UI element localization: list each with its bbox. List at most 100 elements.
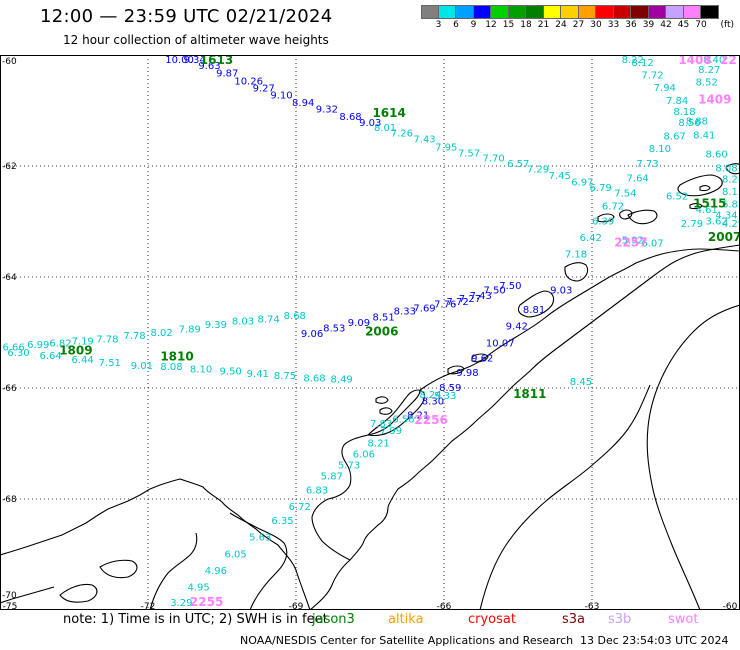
wave-height-value: 8.10 bbox=[190, 364, 212, 375]
wave-height-value: 6.52 bbox=[666, 191, 688, 202]
wave-height-value: 7.94 bbox=[654, 83, 676, 94]
altimeter-map[interactable]: -75 -72 -69 -66 -63 -60 -60 -62 -64 -66 -68 -70 10.… bbox=[0, 55, 740, 610]
wave-height-value: 9.10 bbox=[270, 90, 292, 101]
color-scale-swatch bbox=[683, 5, 701, 19]
longitude-label: -66 bbox=[437, 602, 452, 610]
color-scale-swatch bbox=[543, 5, 561, 19]
wave-height-value: 5.63 bbox=[249, 533, 271, 544]
wave-height-value: 6.07 bbox=[641, 238, 663, 249]
wave-height-value: 6.97 bbox=[571, 177, 593, 188]
color-scale-label: 21 bbox=[537, 20, 550, 30]
wave-height-value: 8.51 bbox=[372, 312, 394, 323]
wave-height-value: 6.56 bbox=[392, 414, 414, 425]
peninsula-coastline bbox=[0, 478, 311, 610]
small-island-1 bbox=[379, 407, 393, 415]
wave-height-value: 8.60 bbox=[705, 150, 727, 161]
wave-height-value: 6.66 bbox=[2, 342, 24, 353]
wave-height-value: 8.08 bbox=[715, 164, 737, 175]
pass-time-label: 2256 bbox=[414, 413, 447, 427]
color-scale-swatch bbox=[666, 5, 684, 19]
color-scale-swatch bbox=[631, 5, 649, 19]
wave-height-value: 6.30 bbox=[7, 348, 29, 359]
wave-height-value: 9.09 bbox=[348, 318, 370, 329]
color-scale-label: 3 bbox=[435, 20, 442, 30]
wave-height-value: 8.67 bbox=[664, 131, 686, 142]
brabant-island bbox=[564, 262, 589, 282]
color-scale-swatch bbox=[561, 5, 579, 19]
wave-height-value: 5.33 bbox=[434, 391, 456, 402]
coastline bbox=[0, 163, 740, 610]
wave-height-value: 8.68 bbox=[303, 373, 325, 384]
color-scale-label: 45 bbox=[677, 20, 690, 30]
small-island-2 bbox=[375, 396, 389, 404]
wave-height-value: 6.64 bbox=[39, 351, 61, 362]
pass-time-label: 1614 bbox=[372, 106, 405, 120]
wave-height-value: 5.87 bbox=[321, 472, 343, 483]
wave-height-value: 8.52 bbox=[696, 78, 718, 89]
wave-height-value: 8.59 bbox=[439, 383, 461, 394]
latitude-label: -60 bbox=[2, 57, 17, 67]
wave-height-value: 8.41 bbox=[693, 130, 715, 141]
color-scale-swatch bbox=[491, 5, 509, 19]
wave-height-value: 9.03 bbox=[550, 286, 572, 297]
color-scale-label: 6 bbox=[453, 20, 459, 30]
color-scale-swatch bbox=[421, 5, 439, 19]
satellite-legend-item: s3a bbox=[562, 612, 586, 627]
wave-height-value: 3.29 bbox=[170, 598, 192, 609]
pass-time-label: 1809 bbox=[59, 344, 92, 358]
wave-height-value: 8.45 bbox=[570, 377, 592, 388]
wave-height-value: 8.56 bbox=[678, 118, 700, 129]
wave-height-value: 7.54 bbox=[614, 189, 636, 200]
pass-time-labels: 1613 1614 2006 1809 1810 1811 1515 2007 1408 1409… bbox=[59, 55, 740, 609]
footer-credit: NOAA/NESDIS Center for Satellite Applica… bbox=[240, 634, 574, 647]
satellite-legend-item: altika bbox=[388, 612, 424, 627]
elephant-island bbox=[725, 163, 740, 175]
color-scale-label: 70 bbox=[695, 20, 707, 30]
smith-island bbox=[597, 213, 615, 223]
inner-coast-b bbox=[646, 304, 740, 610]
small-island-3 bbox=[699, 185, 711, 192]
renaud-island bbox=[471, 353, 489, 363]
wave-height-value: 7.95 bbox=[435, 142, 457, 153]
wave-height-values: 10.009.349.639.8710.269.279.108.949.328.… bbox=[2, 55, 740, 609]
wave-height-value: 7.83 bbox=[370, 419, 392, 430]
pass-time-label: 22 bbox=[720, 55, 737, 67]
color-scale-swatch bbox=[613, 5, 631, 19]
color-scale-label: 12 bbox=[485, 20, 497, 30]
wave-height-value: 10.26 bbox=[234, 76, 263, 87]
pass-time-label: 2006 bbox=[365, 324, 398, 338]
pass-time-label: 2007 bbox=[708, 230, 740, 244]
wilkins-coast bbox=[149, 532, 198, 610]
color-scale-label: 24 bbox=[555, 20, 567, 30]
wave-height-value: 7.84 bbox=[666, 96, 688, 107]
map-axis-labels: -75 -72 -69 -66 -63 -60 -60 -62 -64 -66 -68 -70 bbox=[2, 57, 738, 610]
color-scale-label: 30 bbox=[590, 20, 602, 30]
color-scale-label: 39 bbox=[642, 20, 655, 30]
wave-height-value: 7.29 bbox=[527, 165, 549, 176]
wave-height-value: 2.79 bbox=[681, 219, 703, 230]
wave-height-value: 8.68 bbox=[284, 311, 306, 322]
color-scale-swatch bbox=[456, 5, 474, 19]
wave-height-value: 8.24 bbox=[722, 175, 740, 186]
color-scale-labels: 3 6 9 12 15 18 21 24 27 30 33 36 39 42 45 70 (ft) bbox=[421, 19, 734, 31]
wave-height-value: 8.75 bbox=[274, 371, 296, 382]
wave-height-value: 6.42 bbox=[580, 233, 602, 244]
page-title: 12:00 — 23:59 UTC 02/21/2024 bbox=[40, 6, 333, 27]
wave-height-value: 8.74 bbox=[258, 315, 280, 326]
color-scale-label: 42 bbox=[660, 20, 672, 30]
wave-height-value: 7.19 bbox=[72, 337, 94, 348]
color-scale-label: 27 bbox=[572, 20, 585, 30]
wave-height-value: 8.30 bbox=[422, 397, 444, 408]
wave-height-value: 6.83 bbox=[306, 485, 328, 496]
wave-height-value: 8.53 bbox=[323, 323, 345, 334]
wave-height-value: 10.07 bbox=[486, 338, 515, 349]
pass-time-label: 1613 bbox=[200, 55, 233, 67]
wave-height-value: 6.72 bbox=[602, 201, 624, 212]
wave-height-value: 7.50 bbox=[499, 281, 521, 292]
wave-height-value: 7.78 bbox=[123, 331, 145, 342]
latitude-label: -62 bbox=[2, 162, 17, 172]
wave-height-value: 8.15 bbox=[722, 187, 740, 198]
wave-height-value: 9.34 bbox=[184, 55, 206, 66]
wave-height-value: 6.35 bbox=[271, 516, 293, 527]
wave-height-value: 4.34 bbox=[715, 211, 737, 222]
